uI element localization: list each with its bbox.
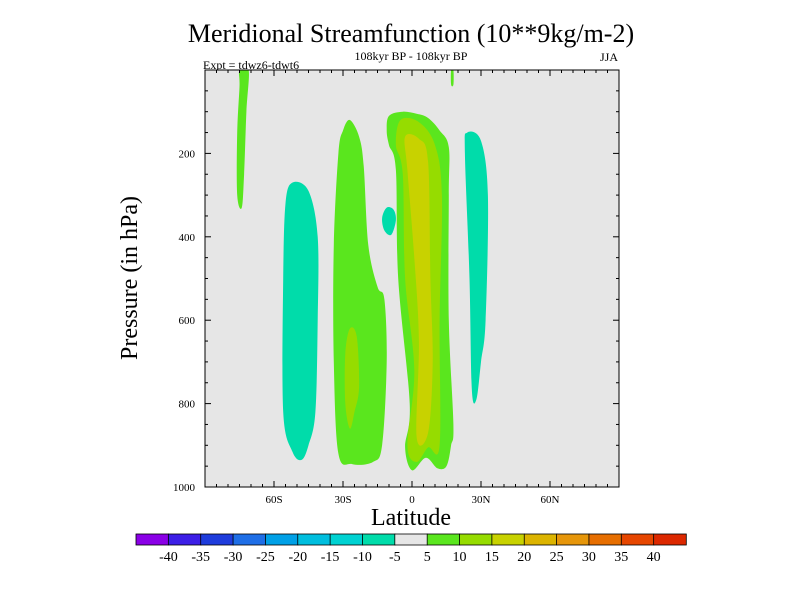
x-axis-label: Latitude [371, 505, 451, 531]
colorbar-label: -10 [353, 550, 372, 565]
colorbar-label: -5 [389, 550, 401, 565]
colorbar-swatch [135, 533, 170, 546]
contour-region-sh-negative-cell [282, 181, 319, 461]
colorbar-label: -30 [224, 550, 243, 565]
contour-region-small-negative-blob [382, 207, 396, 236]
colorbar-label: 40 [647, 550, 661, 565]
y-tick-label: 400 [179, 232, 196, 244]
colorbar-swatch [523, 533, 558, 546]
colorbar-label: 35 [614, 550, 628, 565]
y-tick-label: 1000 [173, 482, 196, 494]
colorbar-label: -15 [321, 550, 340, 565]
contour-regions [236, 70, 489, 471]
colorbar-label: 20 [517, 550, 531, 565]
colorbar [135, 533, 687, 546]
colorbar-label: -35 [191, 550, 210, 565]
x-tick-label: 30N [472, 494, 491, 506]
colorbar-swatch [426, 533, 461, 546]
x-tick-labels: 60S 30S 0 30N 60N [265, 494, 559, 506]
chart-subtitle: 108kyr BP - 108kyr BP [355, 49, 468, 63]
colorbar-label: 30 [582, 550, 596, 565]
colorbar-swatch [362, 533, 396, 546]
x-tick-label: 60S [265, 494, 282, 506]
contour-region-high-lat-sh-band [236, 70, 249, 209]
colorbar-swatch [653, 533, 687, 546]
colorbar-label: 15 [485, 550, 499, 565]
colorbar-swatch [232, 533, 267, 546]
x-tick-label: 30S [334, 494, 351, 506]
colorbar-swatch [329, 533, 364, 546]
plot-frame [204, 69, 620, 488]
colorbar-swatch [167, 533, 202, 546]
x-tick-label: 60N [541, 494, 560, 506]
contour-region-equatorial-positive-inner [404, 133, 433, 446]
colorbar-label: 5 [424, 550, 431, 565]
colorbar-swatch [620, 533, 655, 546]
colorbar-label: -25 [256, 550, 275, 565]
colorbar-swatch [491, 533, 525, 546]
colorbar-swatch [556, 533, 590, 546]
colorbar-swatch [588, 533, 622, 546]
chart-title: Meridional Streamfunction (10**9kg/m-2) [188, 19, 634, 48]
y-axis-label: Pressure (in hPa) [117, 196, 143, 360]
x-tick-label: 0 [409, 494, 415, 506]
colorbar-swatch [200, 533, 234, 546]
colorbar-label: -20 [288, 550, 307, 565]
contour-region-nh-top-sliver [450, 70, 454, 87]
y-tick-label: 800 [179, 399, 196, 411]
colorbar-swatch [459, 533, 493, 546]
y-tick-labels: 200 400 600 800 1000 [173, 148, 196, 494]
experiment-label: Expt = tdwz6-tdwt6 [203, 58, 299, 72]
contour-region-sh-positive-core [344, 327, 360, 429]
y-tick-label: 600 [179, 315, 196, 327]
season-label: JJA [600, 50, 618, 64]
contour-region-nh-negative-cell [464, 131, 489, 404]
colorbar-label: 25 [550, 550, 564, 565]
colorbar-swatch [394, 533, 428, 546]
colorbar-labels: -40 -35 -30 -25 -20 -15 -10 -5 5 10 15 20 25 30 35 40 [159, 550, 661, 565]
colorbar-label: -40 [159, 550, 178, 565]
y-tick-label: 200 [179, 148, 196, 160]
colorbar-swatch [297, 533, 331, 546]
colorbar-swatch [265, 533, 299, 546]
colorbar-label: 10 [453, 550, 467, 565]
